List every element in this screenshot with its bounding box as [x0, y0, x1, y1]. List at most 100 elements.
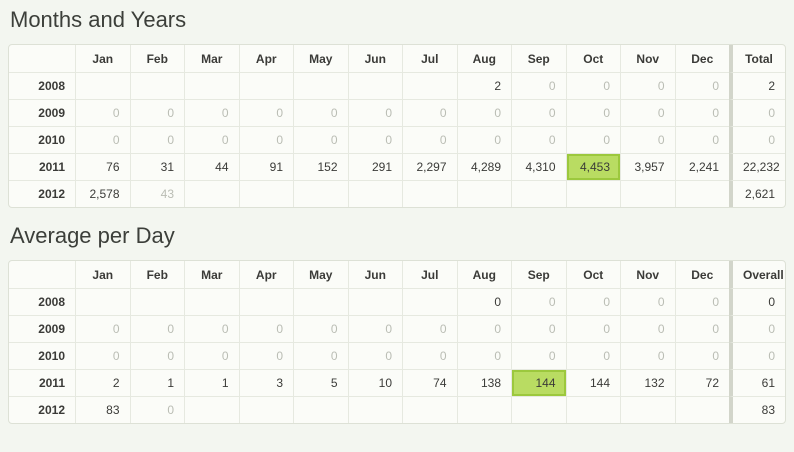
highlighted-value-cell: 4,453 [565, 153, 620, 180]
total-cell: 2,621 [729, 180, 785, 207]
value-cell: 43 [129, 180, 184, 207]
value-cell-empty [347, 180, 402, 207]
value-cell: 0 [674, 315, 729, 342]
value-cell: 0 [402, 126, 457, 153]
total-cell: 0 [729, 342, 785, 369]
month-header-nov: Nov [620, 261, 675, 288]
total-cell: 22,232 [729, 153, 785, 180]
value-cell: 2 [456, 72, 511, 99]
average-per-day-table: Jan Feb Mar Apr May Jun Jul Aug Sep Oct Nov Dec Over… [9, 261, 785, 423]
total-header: Overall [729, 261, 785, 288]
month-header-nov: Nov [620, 45, 675, 72]
value-cell: 0 [674, 99, 729, 126]
value-cell: 0 [565, 126, 620, 153]
header-row: Jan Feb Mar Apr May Jun Jul Aug Sep Oct Nov Dec Tota… [9, 45, 785, 72]
value-cell-empty [129, 288, 184, 315]
month-header-sep: Sep [511, 261, 566, 288]
month-header-jan: Jan [75, 45, 130, 72]
value-cell-empty [347, 288, 402, 315]
total-cell: 0 [729, 99, 785, 126]
value-cell: 0 [511, 315, 566, 342]
value-cell: 0 [565, 342, 620, 369]
value-cell-empty [184, 288, 239, 315]
total-cell: 83 [729, 396, 785, 423]
value-cell-empty [184, 72, 239, 99]
value-cell: 0 [456, 342, 511, 369]
value-cell: 0 [75, 99, 130, 126]
month-header-jul: Jul [402, 45, 457, 72]
value-cell: 2,578 [75, 180, 130, 207]
total-cell: 0 [729, 315, 785, 342]
value-cell: 0 [129, 396, 184, 423]
value-cell: 0 [511, 126, 566, 153]
month-header-sep: Sep [511, 45, 566, 72]
value-cell: 0 [511, 99, 566, 126]
month-header-dec: Dec [674, 261, 730, 288]
table-row-2011: 2011 76 31 44 91 152 291 2,297 4,289 4,310 4,453 3,… [9, 153, 785, 180]
value-cell: 76 [75, 153, 130, 180]
year-label-2012: 2012 [9, 180, 75, 207]
month-header-oct: Oct [565, 261, 621, 288]
month-header-apr: Apr [238, 261, 294, 288]
value-cell-empty [184, 180, 239, 207]
month-header-jan: Jan [75, 261, 130, 288]
value-cell: 0 [620, 342, 675, 369]
month-header-mar: Mar [184, 45, 239, 72]
corner-cell [9, 45, 75, 72]
value-cell: 0 [238, 126, 293, 153]
value-cell: 152 [293, 153, 348, 180]
stats-page: Months and Years Jan Feb Mar Apr May Jun Jul Au… [8, 7, 786, 424]
value-cell-empty [347, 72, 402, 99]
month-header-oct: Oct [565, 45, 621, 72]
table-row-2010: 2010 0 0 0 0 0 0 0 0 0 0 0 0 0 [9, 342, 785, 369]
value-cell-empty [511, 180, 566, 207]
value-cell: 0 [511, 288, 566, 315]
year-label-2010: 2010 [9, 342, 75, 369]
table-row-2008: 2008 0 0 0 0 0 0 [9, 288, 785, 315]
value-cell: 31 [129, 153, 184, 180]
month-header-apr: Apr [238, 45, 294, 72]
value-cell: 0 [565, 99, 620, 126]
value-cell: 1 [129, 369, 184, 396]
value-cell: 0 [620, 72, 675, 99]
value-cell: 0 [402, 342, 457, 369]
value-cell: 0 [75, 342, 130, 369]
table-row-2008: 2008 2 0 0 0 0 2 [9, 72, 785, 99]
value-cell-empty [402, 396, 457, 423]
value-cell: 291 [347, 153, 402, 180]
value-cell: 1 [184, 369, 239, 396]
value-cell: 0 [293, 315, 348, 342]
table-row-2012: 2012 2,578 43 2,621 [9, 180, 785, 207]
value-cell-empty [674, 180, 729, 207]
value-cell: 2,241 [674, 153, 729, 180]
value-cell-empty [293, 288, 348, 315]
value-cell: 0 [184, 126, 239, 153]
year-label-2012: 2012 [9, 396, 75, 423]
value-cell-empty [238, 288, 293, 315]
table-row-2011: 2011 2 1 1 3 5 10 74 138 144 144 132 72 61 [9, 369, 785, 396]
value-cell: 5 [293, 369, 348, 396]
value-cell: 44 [184, 153, 239, 180]
months-and-years-title: Months and Years [10, 7, 187, 32]
month-header-dec: Dec [674, 45, 730, 72]
value-cell: 0 [129, 126, 184, 153]
value-cell: 0 [565, 288, 620, 315]
header-row: Jan Feb Mar Apr May Jun Jul Aug Sep Oct Nov Dec Over… [9, 261, 785, 288]
value-cell-empty [238, 180, 293, 207]
value-cell: 91 [238, 153, 293, 180]
months-and-years-table-wrap: Jan Feb Mar Apr May Jun Jul Aug Sep Oct Nov Dec Tota… [8, 44, 786, 208]
value-cell-empty [293, 72, 348, 99]
value-cell-empty [402, 72, 457, 99]
corner-cell [9, 261, 75, 288]
total-cell: 0 [729, 126, 785, 153]
value-cell: 3 [238, 369, 293, 396]
value-cell: 0 [293, 99, 348, 126]
value-cell: 0 [347, 342, 402, 369]
value-cell: 0 [674, 288, 729, 315]
value-cell: 0 [129, 342, 184, 369]
year-label-2011: 2011 [9, 369, 75, 396]
value-cell: 0 [293, 126, 348, 153]
table-row-2009: 2009 0 0 0 0 0 0 0 0 0 0 0 0 0 [9, 99, 785, 126]
value-cell-empty [511, 396, 566, 423]
value-cell: 0 [75, 315, 130, 342]
